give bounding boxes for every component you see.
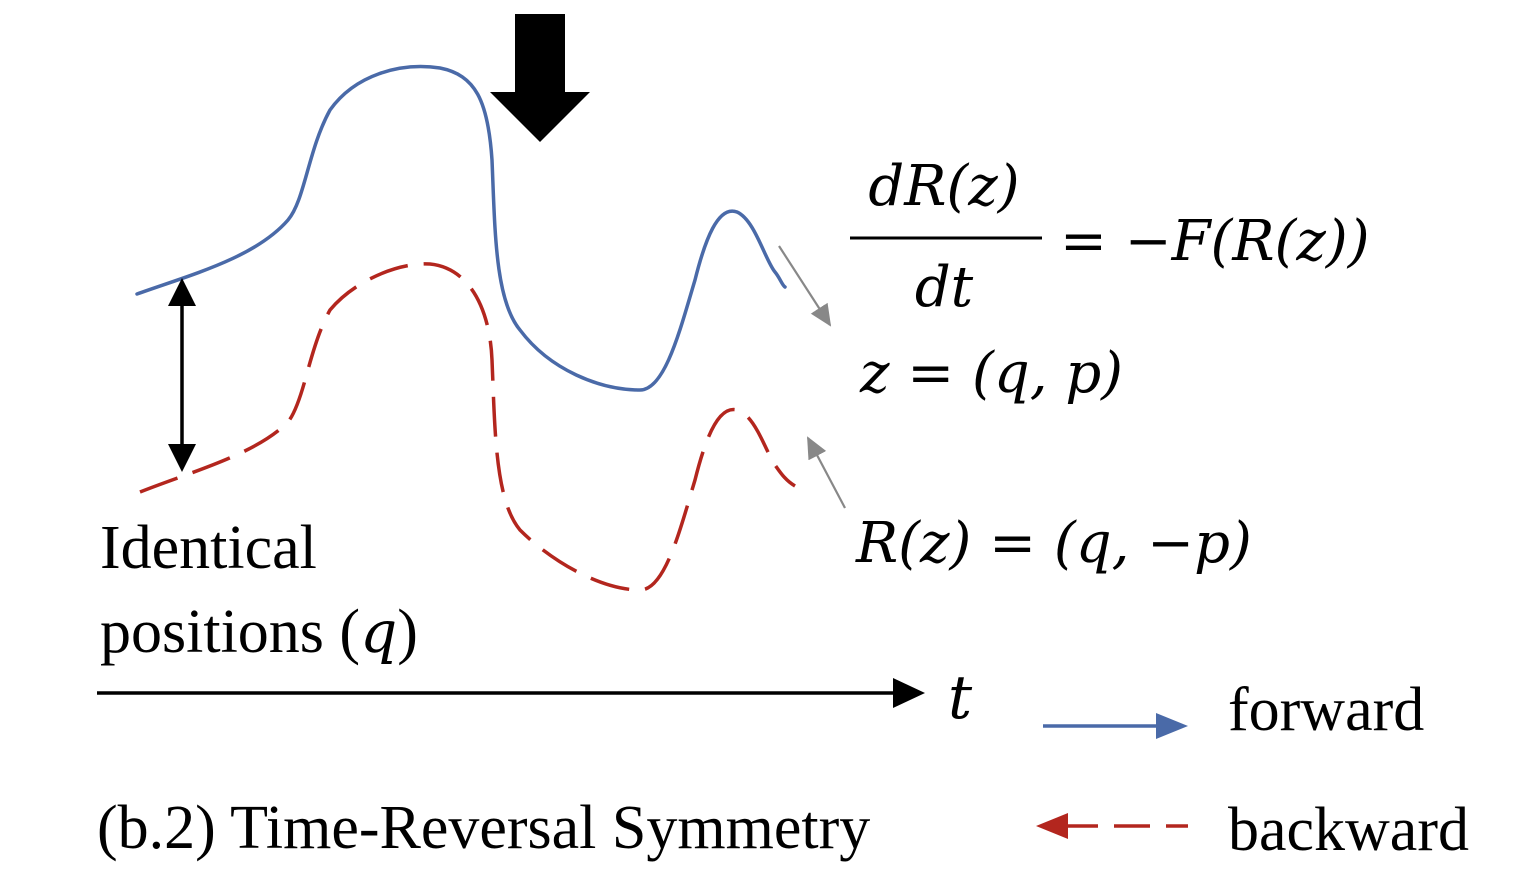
figure-caption: (b.2) Time-Reversal Symmetry bbox=[97, 794, 870, 862]
pointer-arrow-forward bbox=[778, 245, 832, 327]
equation-reversal-definition: R(z) = (q, −p) bbox=[855, 511, 1252, 576]
legend-backward-arrowhead-icon bbox=[1036, 813, 1068, 839]
identical-label-line1: Identical bbox=[100, 514, 317, 582]
position-link-arrowhead-bottom bbox=[168, 444, 196, 472]
forward-trajectory bbox=[135, 64, 787, 392]
down-arrow-icon bbox=[490, 14, 590, 142]
equation-fraction-numerator: dR(z) bbox=[868, 154, 1019, 219]
time-axis-arrowhead bbox=[893, 678, 925, 708]
legend-backward-label: backward bbox=[1228, 796, 1469, 864]
legend-forward-label: forward bbox=[1228, 676, 1424, 744]
equation-fraction-rhs: = −F(R(z)) bbox=[1060, 209, 1370, 274]
equation-z-definition: z = (q, p) bbox=[859, 341, 1123, 406]
equation-fraction-denominator: dt bbox=[915, 255, 974, 320]
backward-trajectory bbox=[139, 262, 796, 592]
pointer-arrow-backward bbox=[807, 436, 846, 509]
time-axis-label: t bbox=[948, 663, 973, 733]
legend-forward-arrowhead-icon bbox=[1156, 713, 1188, 739]
position-link-arrowhead-top bbox=[168, 278, 196, 306]
identical-label-line2: positions (q) bbox=[100, 598, 418, 666]
